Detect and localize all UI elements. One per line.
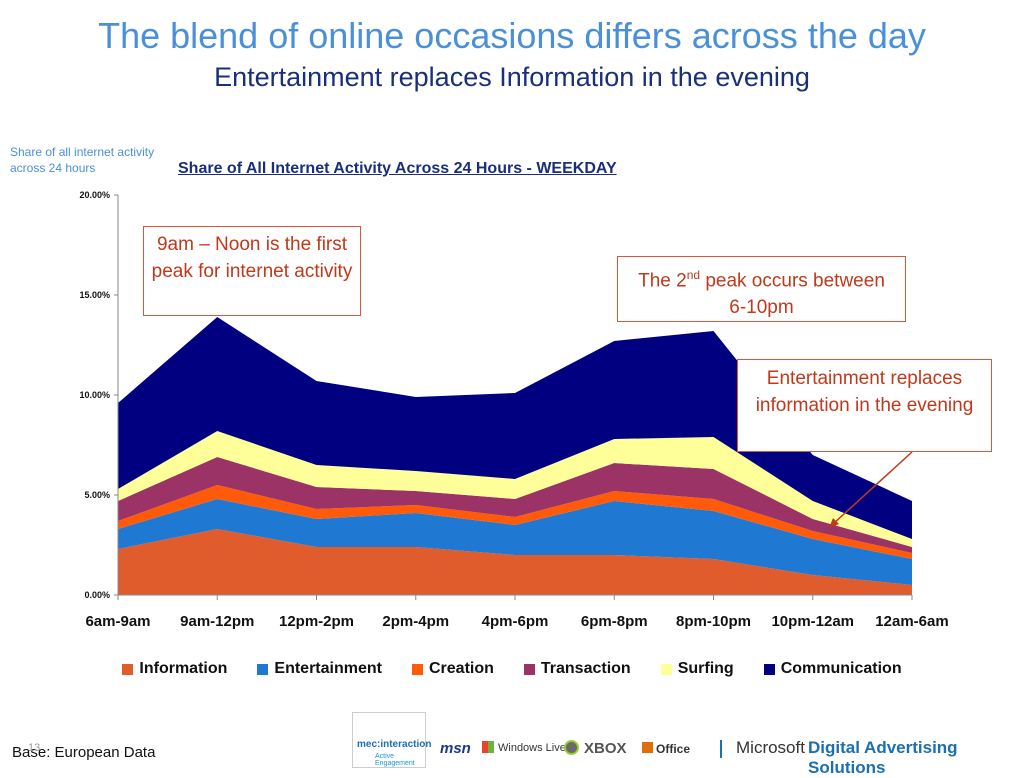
callout-arrowhead: [829, 518, 839, 528]
y-tick-label: 5.00%: [84, 490, 110, 500]
x-tick-label: 10pm-12am: [771, 613, 854, 630]
office-text: Office: [656, 742, 691, 756]
legend-label: Surfing: [677, 660, 734, 677]
y-tick-label: 20.00%: [79, 190, 110, 200]
area-surfing: [118, 431, 912, 547]
second-peak-text-pre: The 2: [638, 270, 687, 292]
legend-item-transaction: Transaction: [523, 660, 631, 678]
office-logo: Office: [642, 742, 691, 756]
page-title: The blend of online occasions differs ac…: [98, 15, 926, 56]
stacked-area-chart: 0.00% 5.00% 10.00% 15.00% 20.00% 6am-9am 9am-1…: [79, 190, 948, 630]
legend-swatch: [257, 663, 269, 675]
chart-title: Share of All Internet Activity Across 24…: [178, 160, 617, 177]
legend-swatch: [763, 663, 775, 675]
callout-second-peak: The 2nd peak occurs between 6-10pm: [617, 256, 906, 322]
area-entertainment: [118, 499, 912, 585]
callout-entertainment: Entertainment replaces information in th…: [737, 359, 992, 452]
windows-live-logo: Windows Live: [482, 741, 566, 754]
legend-label: Communication: [780, 660, 902, 677]
windows-flag-icon: [482, 741, 494, 753]
second-peak-text-post: peak occurs between 6-10pm: [700, 270, 885, 319]
legend-item-communication: Communication: [763, 660, 902, 678]
callout-arrow-line: [832, 451, 913, 525]
legend-item-creation: Creation: [411, 660, 494, 678]
page-subtitle: Entertainment replaces Information in th…: [214, 62, 810, 92]
x-tick-label: 9am-12pm: [180, 613, 254, 630]
logo-separator: [720, 740, 722, 758]
area-creation: [118, 485, 912, 559]
legend-item-entertainment: Entertainment: [257, 660, 382, 678]
microsoft-logo: Microsoft: [736, 738, 805, 757]
legend-swatch: [411, 663, 423, 675]
legend-item-surfing: Surfing: [660, 660, 734, 678]
legend-swatch: [523, 663, 535, 675]
footer-logos: mec:interaction Active Engagement msn Wi…: [352, 712, 1024, 777]
base-note: Base: European Data: [12, 744, 156, 761]
legend-label: Information: [139, 660, 228, 677]
legend-label: Entertainment: [274, 660, 382, 677]
windows-live-text: Windows Live: [498, 742, 566, 754]
mec-logo-text: mec:interaction: [357, 739, 432, 750]
x-tick-label: 4pm-6pm: [482, 613, 549, 630]
xbox-logo: XBOX: [564, 740, 627, 757]
mec-logo: mec:interaction Active Engagement: [352, 712, 431, 768]
office-icon: [642, 742, 653, 753]
x-tick-label: 12am-6am: [875, 613, 948, 630]
legend-swatch: [660, 663, 672, 675]
y-tick-label: 10.00%: [79, 390, 110, 400]
legend-item-information: Information: [122, 660, 227, 678]
area-transaction: [118, 457, 912, 553]
xbox-sphere-icon: [564, 740, 579, 755]
x-tick-label: 8pm-10pm: [676, 613, 751, 630]
x-tick-label: 6am-9am: [85, 613, 150, 630]
chart-legend: Information Entertainment Creation Transact…: [0, 660, 1024, 678]
mec-logo-subtext: Active Engagement: [375, 753, 415, 767]
page-number: 13: [28, 742, 41, 754]
digital-advertising-solutions-logo: Digital Advertising Solutions: [808, 738, 958, 777]
legend-label: Creation: [428, 660, 494, 677]
area-communication: [118, 317, 912, 539]
area-information: [118, 529, 912, 595]
callout-first-peak: 9am – Noon is the first peak for interne…: [143, 226, 361, 316]
legend-label: Transaction: [540, 660, 631, 677]
y-tick-label: 15.00%: [79, 290, 110, 300]
legend-swatch: [122, 663, 134, 675]
msn-logo: msn: [440, 740, 471, 757]
x-tick-label: 2pm-4pm: [382, 613, 449, 630]
x-tick-label: 6pm-8pm: [581, 613, 648, 630]
x-tick-label: 12pm-2pm: [279, 613, 354, 630]
xbox-text: XBOX: [584, 740, 627, 757]
second-peak-text-sup: nd: [686, 268, 701, 282]
side-note: Share of all internet activity across 24…: [10, 145, 155, 175]
y-tick-label: 0.00%: [84, 590, 110, 600]
